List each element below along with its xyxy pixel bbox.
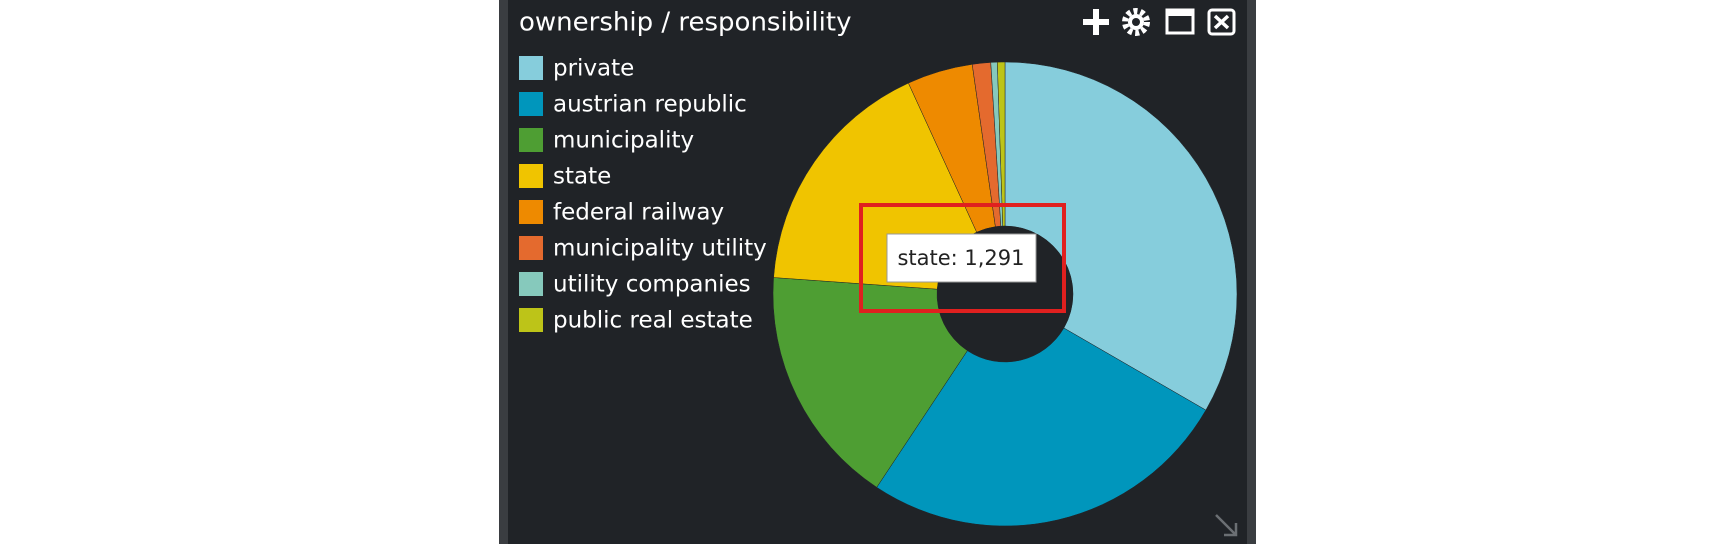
legend-swatch xyxy=(519,272,543,296)
close-button[interactable] xyxy=(1207,8,1236,36)
legend-swatch xyxy=(519,92,543,116)
settings-button[interactable] xyxy=(1122,8,1150,36)
legend-label: municipality utility xyxy=(553,236,767,262)
donut-slice xyxy=(876,327,1207,527)
legend-label: municipality xyxy=(553,128,694,154)
legend-swatch xyxy=(519,128,543,152)
resize-handle[interactable] xyxy=(1215,514,1238,537)
legend-swatch xyxy=(519,56,543,80)
legend: private austrian republic municipality stat… xyxy=(519,56,767,334)
tooltip-box xyxy=(886,233,1037,283)
legend-label: state xyxy=(553,164,611,190)
legend-swatch xyxy=(519,236,543,260)
tooltip-text: state: 1,291 xyxy=(897,246,1024,270)
legend-swatch xyxy=(519,308,543,332)
donut-slice xyxy=(1004,61,1238,411)
donut-slice xyxy=(772,277,968,488)
add-button[interactable] xyxy=(1083,9,1109,35)
legend-label: utility companies xyxy=(553,272,751,298)
donut-slice xyxy=(997,61,1006,227)
panel-title: ownership / responsibility xyxy=(519,8,851,38)
legend-label: private xyxy=(553,56,634,82)
legend-label: austrian republic xyxy=(553,92,747,118)
legend-swatch xyxy=(519,200,543,224)
tooltip: state: 1,291 xyxy=(886,233,1037,283)
highlight-box xyxy=(859,203,1066,313)
legend-label: public real estate xyxy=(553,308,753,334)
legend-swatch xyxy=(519,164,543,188)
maximize-button[interactable] xyxy=(1165,8,1195,35)
legend-label: federal railway xyxy=(553,200,724,226)
